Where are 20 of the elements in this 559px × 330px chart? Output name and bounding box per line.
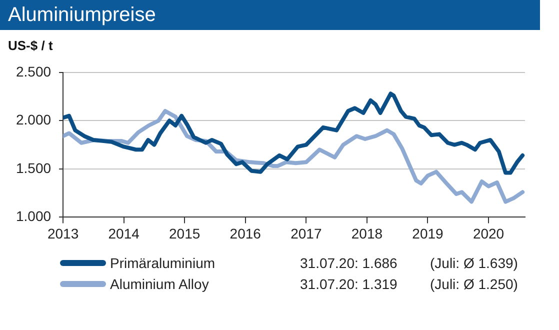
y-tick-label: 2.500 [16,63,52,80]
x-tick-label: 2020 [472,225,504,242]
y-tick-label: 2.000 [16,112,52,128]
x-tick-label: 2017 [290,225,322,242]
x-tick-label: 2014 [108,225,140,242]
x-tick-label: 2019 [412,225,444,242]
x-tick-label: 2018 [351,225,383,242]
text: (Juli: Ø 1.639) [430,254,518,270]
x-tick-label: 2015 [169,225,200,242]
x-tick-label: 2016 [230,225,262,242]
text: (Juli: Ø 1.250) [430,276,518,292]
chart-title: Aluminiumpreise [0,0,540,30]
legend-label: Primäraluminium [110,254,216,270]
legend-label: Aluminium Alloy [110,276,210,292]
text: 31.07.20: 1.319 [300,276,398,292]
text: 31.07.20: 1.686 [300,254,398,270]
y-tick-label: 1.000 [16,208,52,224]
y-axis-title: US-$ / t [8,38,53,53]
y-tick-label: 1.500 [16,160,52,176]
x-tick-label: 2013 [47,225,79,242]
